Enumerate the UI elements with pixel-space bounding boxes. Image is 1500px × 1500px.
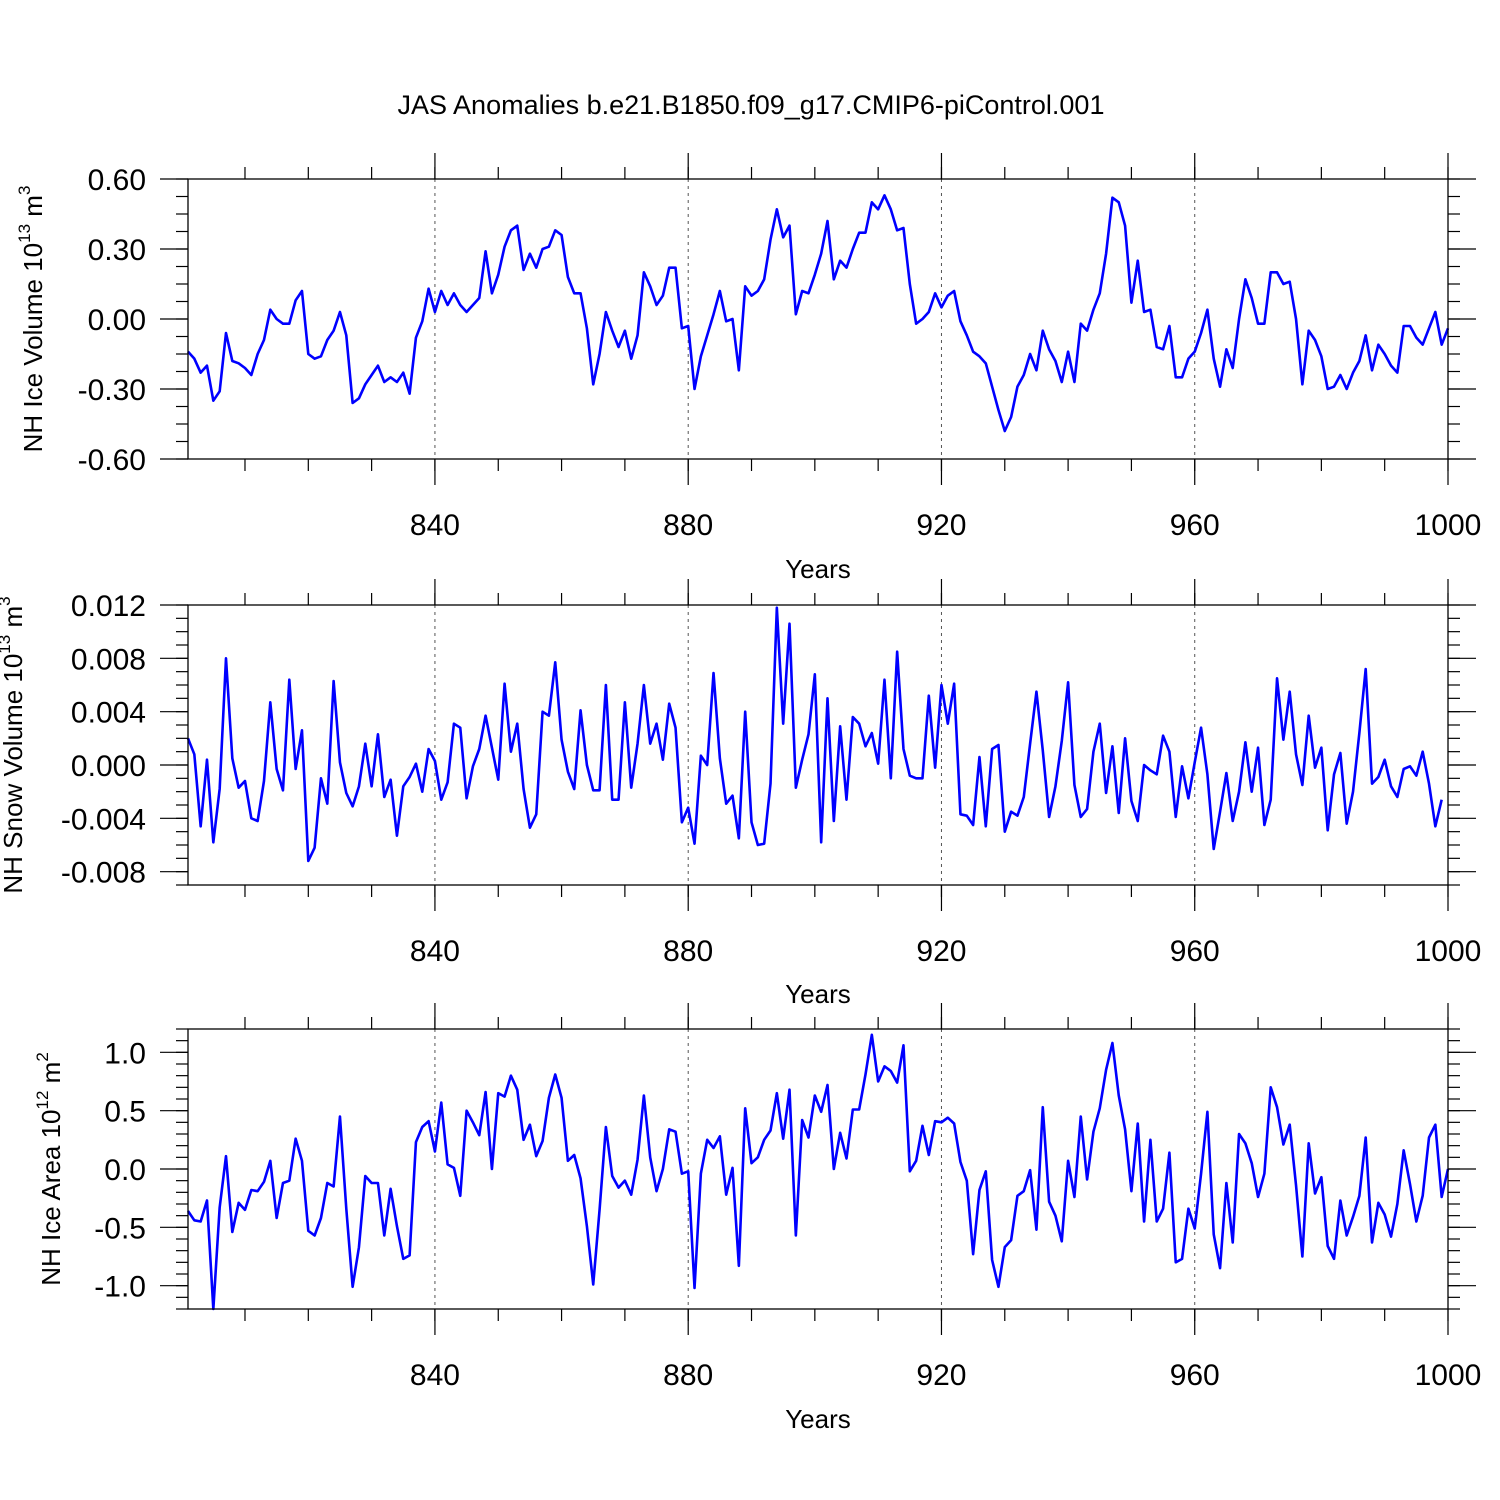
x-tick-label: 960 <box>1170 509 1220 542</box>
x-tick-label: 920 <box>916 509 966 542</box>
x-tick-label: 840 <box>410 935 460 968</box>
y-tick-label: 0.012 <box>71 590 146 623</box>
x-tick-label: 840 <box>410 1359 460 1392</box>
y-axis-title-main: NH Ice Area 10 <box>36 1109 66 1285</box>
y-axis-title-exponent: 13 <box>0 635 14 654</box>
x-tick-label: 960 <box>1170 1359 1220 1392</box>
x-tick-label: 920 <box>916 935 966 968</box>
y-tick-label: -0.004 <box>61 803 146 836</box>
x-axis-title: Years <box>785 1404 851 1434</box>
y-tick-label: 0.60 <box>88 164 146 197</box>
plot-frame <box>187 1028 1449 1310</box>
y-tick-label: 0.008 <box>71 643 146 676</box>
y-axis-title: NH Snow Volume 1013 m3 <box>0 596 28 893</box>
y-axis-title-exponent: 13 <box>15 224 34 243</box>
panel-ice-area: -1.0 -0.5 0.0 0.5 1.0 840 880 920 960 1000 Years… <box>33 1003 1481 1434</box>
y-axis-title-main: NH Snow Volume 10 <box>0 654 28 894</box>
y-tick-label: 0.0 <box>104 1154 146 1187</box>
y-tick-label: 0.000 <box>71 750 146 783</box>
chart-title: JAS Anomalies b.e21.B1850.f09_g17.CMIP6-… <box>398 90 1105 120</box>
series-line <box>186 1033 1450 1311</box>
x-tick-label: 960 <box>1170 935 1220 968</box>
x-tick-label: 1000 <box>1415 1359 1482 1392</box>
y-axis-title-unit: m <box>36 1062 66 1091</box>
x-tick-label: 1000 <box>1415 509 1482 542</box>
y-axis-title-unit-exponent: 3 <box>0 596 14 605</box>
y-axis-title-exponent: 12 <box>33 1091 52 1110</box>
plot-frame <box>187 178 1449 460</box>
y-tick-label: -1.0 <box>94 1271 146 1304</box>
y-axis-title-unit: m <box>0 606 28 635</box>
series-line <box>187 194 1450 433</box>
x-tick-label: 880 <box>663 935 713 968</box>
y-axis-title-unit-exponent: 3 <box>15 186 34 195</box>
y-tick-label: -0.60 <box>78 444 146 477</box>
y-tick-label: -0.5 <box>94 1212 146 1245</box>
x-tick-label: 840 <box>410 509 460 542</box>
y-tick-label: 0.30 <box>88 234 146 267</box>
x-tick-label: 1000 <box>1415 935 1482 968</box>
series-line <box>186 606 1443 863</box>
panel-ice-volume: -0.60-0.300.000.300.60 840 880 920 960 1000 … <box>15 153 1481 584</box>
y-axis-title-main: NH Ice Volume 10 <box>18 243 48 453</box>
y-tick-label: -0.30 <box>78 374 146 407</box>
y-tick-label: 0.5 <box>104 1096 146 1129</box>
y-axis-title: NH Ice Volume 1013 m3 <box>15 186 48 453</box>
x-tick-label: 920 <box>916 1359 966 1392</box>
x-axis-title: Years <box>785 554 851 584</box>
y-tick-label: -0.008 <box>61 857 146 890</box>
y-axis-title-unit: m <box>18 195 48 224</box>
plot-frame <box>187 604 1449 886</box>
panel-snow-volume: -0.008 -0.004 0.000 0.004 0.008 0.012 840 880 9… <box>0 579 1481 1009</box>
y-tick-label: 0.004 <box>71 697 146 730</box>
x-tick-label: 880 <box>663 1359 713 1392</box>
y-tick-label: 0.00 <box>88 304 146 337</box>
y-axis-title: NH Ice Area 1012 m2 <box>33 1052 66 1286</box>
y-tick-label: 1.0 <box>104 1037 146 1070</box>
x-axis-title: Years <box>785 979 851 1009</box>
y-axis-title-unit-exponent: 2 <box>33 1052 52 1061</box>
x-tick-label: 880 <box>663 509 713 542</box>
